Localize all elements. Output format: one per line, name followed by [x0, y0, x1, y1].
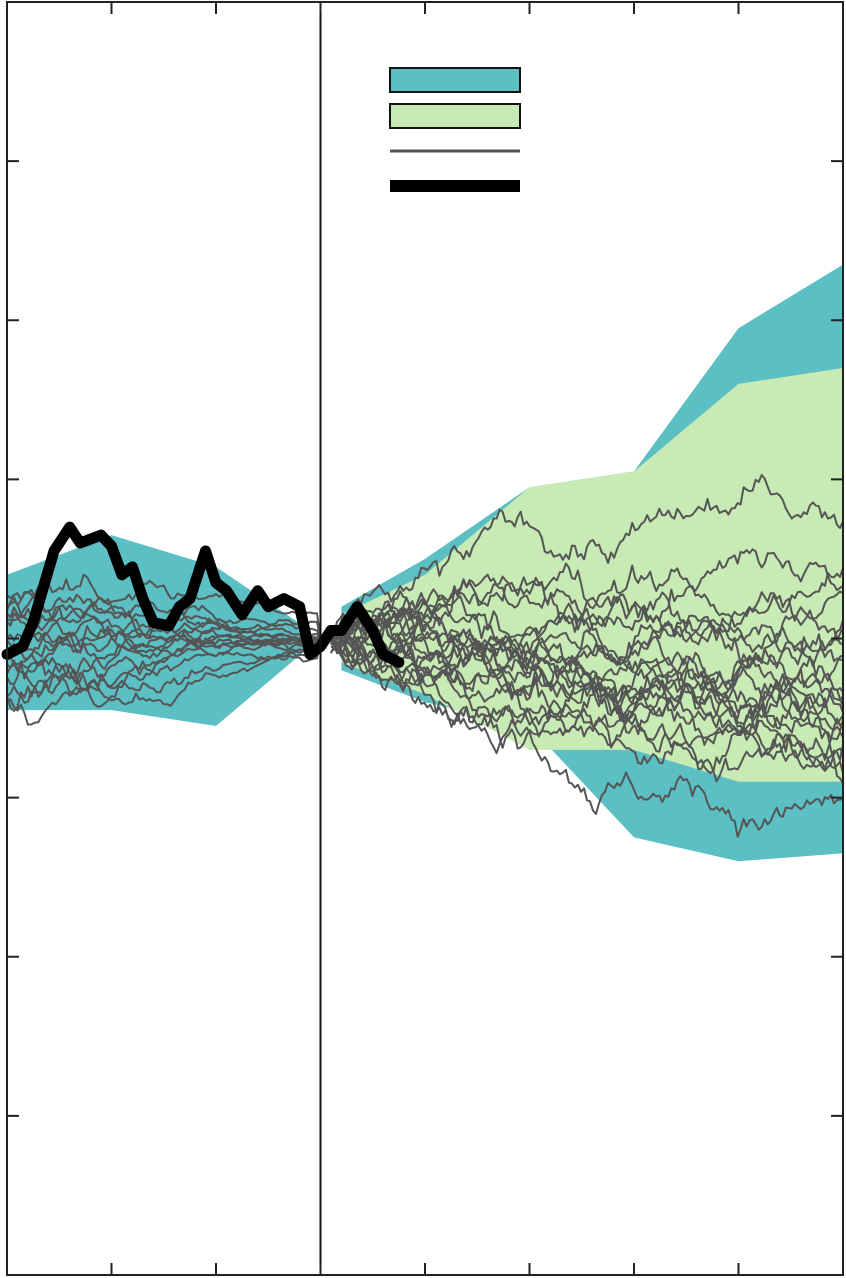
simulated-path-right-14	[329, 612, 844, 729]
simulated-path-right-22	[330, 617, 844, 783]
simulated-path-right-10	[330, 590, 844, 718]
simulated-path-right-20	[330, 474, 844, 641]
simulated-path-left-16	[6, 638, 322, 694]
legend-swatch-band-2	[389, 103, 521, 129]
simulated-path-right-15	[329, 548, 844, 642]
simulated-path-left-1	[6, 590, 322, 640]
axes-layer	[6, 1, 844, 1276]
simulated-path-left-13	[6, 638, 322, 707]
simulated-path-left-11	[6, 638, 322, 726]
simulated-path-left-12	[6, 612, 322, 660]
observed-layer	[1, 521, 405, 668]
simulated-path-right-12	[330, 588, 844, 715]
simulated-path-right-16	[330, 573, 844, 671]
simulated-path-right-7	[330, 636, 844, 774]
simulated-path-right-13	[330, 575, 844, 653]
legend-swatch-band-1	[389, 67, 521, 93]
simulated-path-right-21	[329, 633, 844, 701]
legend	[389, 67, 521, 192]
simulated-path-right-17	[330, 634, 844, 741]
simulated-path-left-10	[6, 626, 322, 654]
simulated-path-left-15	[6, 633, 322, 694]
simulated-path-right-4	[330, 590, 844, 665]
observed-path	[1, 521, 405, 668]
